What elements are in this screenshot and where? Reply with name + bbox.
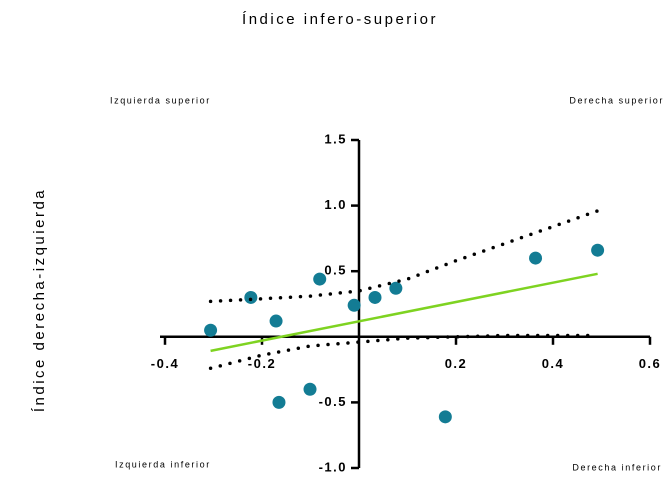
confidence-band	[208, 333, 600, 371]
data-point	[272, 395, 286, 409]
x-tick-label: -0.2	[248, 356, 276, 371]
data-point	[244, 290, 258, 304]
data-point	[313, 272, 327, 286]
data-point	[303, 382, 317, 396]
data-point	[591, 243, 605, 257]
annotation: Derecha superior	[569, 95, 664, 105]
fit-line	[210, 272, 598, 353]
data-point	[389, 281, 403, 295]
confidence-band	[208, 209, 600, 304]
annotation: Izquierda inferior	[115, 459, 211, 469]
annotation: Izquierda superior	[110, 95, 211, 105]
y-tick-label: -1.0	[319, 459, 347, 474]
y-tick-label: 0.5	[324, 263, 347, 278]
data-point	[269, 314, 283, 328]
x-tick-label: 0.4	[542, 356, 565, 371]
data-point	[347, 298, 361, 312]
y-tick-label: -0.5	[319, 394, 347, 409]
y-tick-label: 1.5	[324, 131, 347, 146]
x-tick-label: -0.4	[151, 356, 179, 371]
y-axis-label: Índice derecha-izquierda	[31, 188, 48, 412]
annotation: Derecha inferior	[572, 462, 662, 472]
data-point	[438, 410, 452, 424]
data-point	[529, 251, 543, 265]
data-point	[368, 290, 382, 304]
data-point	[204, 323, 218, 337]
x-tick-label: 0.6	[639, 356, 662, 371]
x-tick-label: 0.2	[445, 356, 468, 371]
chart-title: Índice infero-superior	[242, 11, 438, 28]
y-tick-label: 1.0	[324, 197, 347, 212]
